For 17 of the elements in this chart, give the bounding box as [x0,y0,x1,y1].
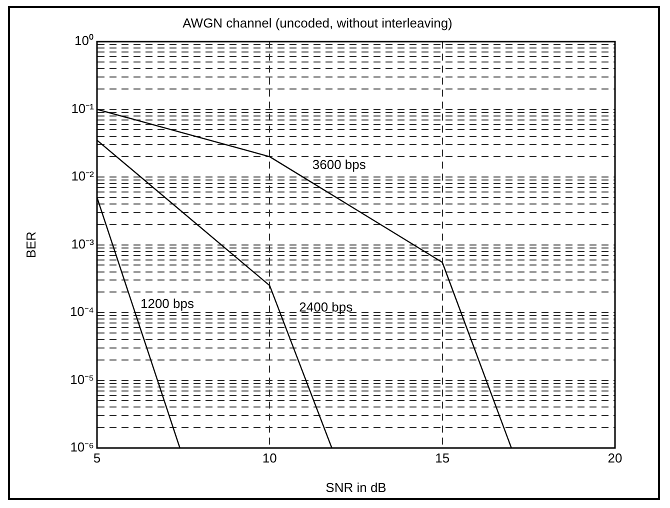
y-tick-label: 10⁻¹ [71,100,95,116]
x-axis-title: SNR in dB [326,480,386,495]
x-tick-label: 10 [262,450,277,466]
series-label: 2400 bps [299,300,354,315]
y-tick-label: 10⁻³ [71,236,95,252]
y-axis-title: BER [23,231,38,258]
x-tick-label: 20 [608,450,622,466]
y-tick-label: 10⁻⁵ [70,372,94,387]
series-label: 1200 bps [140,296,194,312]
series-label: 3600 bps [312,156,366,172]
x-tick-label: 5 [93,450,101,466]
chart-title: AWGN channel (uncoded, without interleaving) [182,15,452,30]
y-tick-label: 10⁻² [71,168,95,184]
y-tick-label: 10⁻⁶ [70,440,94,455]
y-tick-label: 10⁻⁴ [70,304,94,320]
y-tick-label: 10⁰ [74,33,94,48]
x-tick-label: 15 [435,450,450,466]
